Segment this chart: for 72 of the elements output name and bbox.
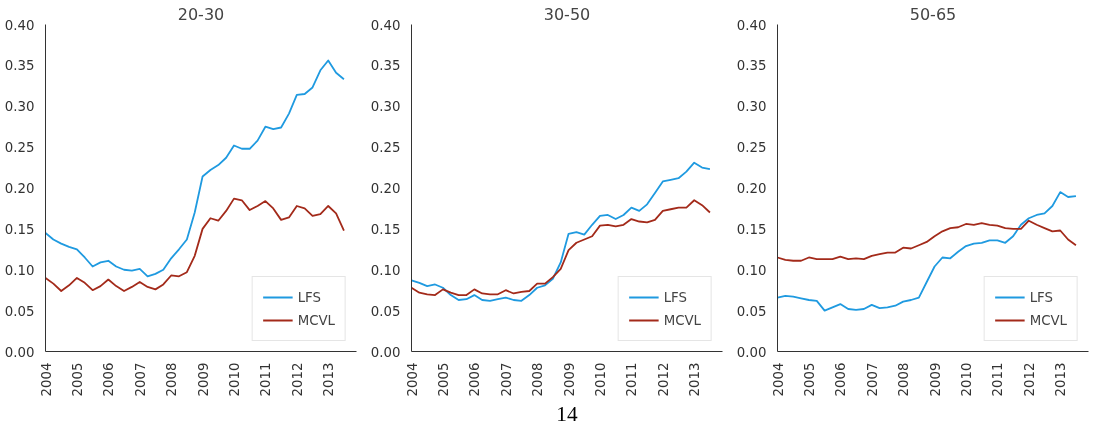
legend-label: MCVL bbox=[663, 312, 701, 328]
x-tick-label: 2009 bbox=[195, 362, 211, 397]
y-tick-label: 0.40 bbox=[736, 17, 767, 33]
y-tick-label: 0.40 bbox=[4, 17, 35, 33]
x-tick-label: 2011 bbox=[258, 362, 274, 397]
x-tick-label: 2010 bbox=[592, 362, 608, 397]
line-series bbox=[45, 59, 345, 278]
x-tick-label: 2007 bbox=[498, 362, 514, 397]
y-tick-label: 0.20 bbox=[370, 181, 401, 196]
y-tick-label: 0.25 bbox=[4, 140, 35, 156]
y-tick-label: 0.35 bbox=[4, 58, 35, 74]
y-tick-label: 0.00 bbox=[736, 344, 767, 360]
y-tick-label: 0.10 bbox=[4, 262, 35, 278]
x-tick-label: 2007 bbox=[864, 362, 880, 397]
line-series bbox=[411, 161, 711, 302]
y-tick-label: 0.00 bbox=[4, 344, 35, 360]
chart-title: 50-65 bbox=[909, 4, 957, 24]
y-tick-label: 0.30 bbox=[736, 99, 767, 115]
x-tick-label: 2006 bbox=[467, 362, 483, 397]
y-tick-label: 0.05 bbox=[4, 303, 35, 319]
y-tick-label: 0.05 bbox=[370, 303, 401, 319]
legend-label: LFS bbox=[297, 289, 321, 305]
y-tick-label: 0.00 bbox=[370, 344, 401, 360]
line-series bbox=[777, 191, 1077, 312]
x-tick-label: 2006 bbox=[101, 362, 117, 397]
x-tick-label: 2013 bbox=[321, 362, 337, 397]
x-tick-label: 2005 bbox=[801, 362, 817, 397]
y-tick-label: 0.15 bbox=[370, 221, 401, 237]
y-tick-label: 0.25 bbox=[370, 140, 401, 156]
x-tick-label: 2004 bbox=[404, 362, 420, 397]
x-tick-label: 2006 bbox=[833, 362, 849, 397]
y-tick-label: 0.35 bbox=[736, 58, 767, 74]
x-tick-label: 2011 bbox=[990, 362, 1006, 397]
x-tick-label: 2005 bbox=[69, 362, 85, 397]
text: 14 bbox=[556, 401, 578, 426]
legend-label: LFS bbox=[1029, 289, 1053, 305]
line-series bbox=[45, 197, 345, 292]
y-tick-label: 0.05 bbox=[736, 303, 767, 319]
legend-label: LFS bbox=[663, 289, 687, 305]
x-tick-label: 2008 bbox=[530, 362, 546, 397]
x-tick-label: 2010 bbox=[958, 362, 974, 397]
y-tick-label: 0.20 bbox=[736, 181, 767, 196]
x-tick-label: 2009 bbox=[561, 362, 577, 397]
x-tick-label: 2010 bbox=[226, 362, 242, 397]
y-tick-label: 0.10 bbox=[736, 262, 767, 278]
x-tick-label: 2007 bbox=[132, 362, 148, 397]
y-tick-label: 0.35 bbox=[370, 58, 401, 74]
x-tick-label: 2005 bbox=[435, 362, 451, 397]
y-tick-label: 0.40 bbox=[370, 17, 401, 33]
y-tick-label: 0.15 bbox=[736, 221, 767, 237]
legend-label: MCVL bbox=[1029, 312, 1067, 328]
line-series bbox=[777, 219, 1077, 262]
legend-label: MCVL bbox=[297, 312, 335, 328]
x-tick-label: 2013 bbox=[687, 362, 703, 397]
y-tick-label: 0.10 bbox=[370, 262, 401, 278]
chart-title: 20-30 bbox=[177, 4, 225, 24]
x-tick-label: 2004 bbox=[770, 362, 786, 397]
x-tick-label: 2012 bbox=[655, 362, 671, 397]
x-tick-label: 2012 bbox=[1021, 362, 1037, 397]
y-tick-label: 0.25 bbox=[736, 140, 767, 156]
x-tick-label: 2008 bbox=[164, 362, 180, 397]
x-tick-label: 2012 bbox=[289, 362, 305, 397]
chart-title: 30-50 bbox=[543, 4, 591, 24]
x-tick-label: 2008 bbox=[896, 362, 912, 397]
y-tick-label: 0.30 bbox=[4, 99, 35, 115]
x-tick-label: 2011 bbox=[624, 362, 640, 397]
y-tick-label: 0.30 bbox=[370, 99, 401, 115]
x-tick-label: 2013 bbox=[1053, 362, 1069, 397]
y-tick-label: 0.20 bbox=[4, 181, 35, 196]
x-tick-label: 2004 bbox=[38, 362, 54, 397]
x-tick-label: 2009 bbox=[927, 362, 943, 397]
y-tick-label: 0.15 bbox=[4, 221, 35, 237]
